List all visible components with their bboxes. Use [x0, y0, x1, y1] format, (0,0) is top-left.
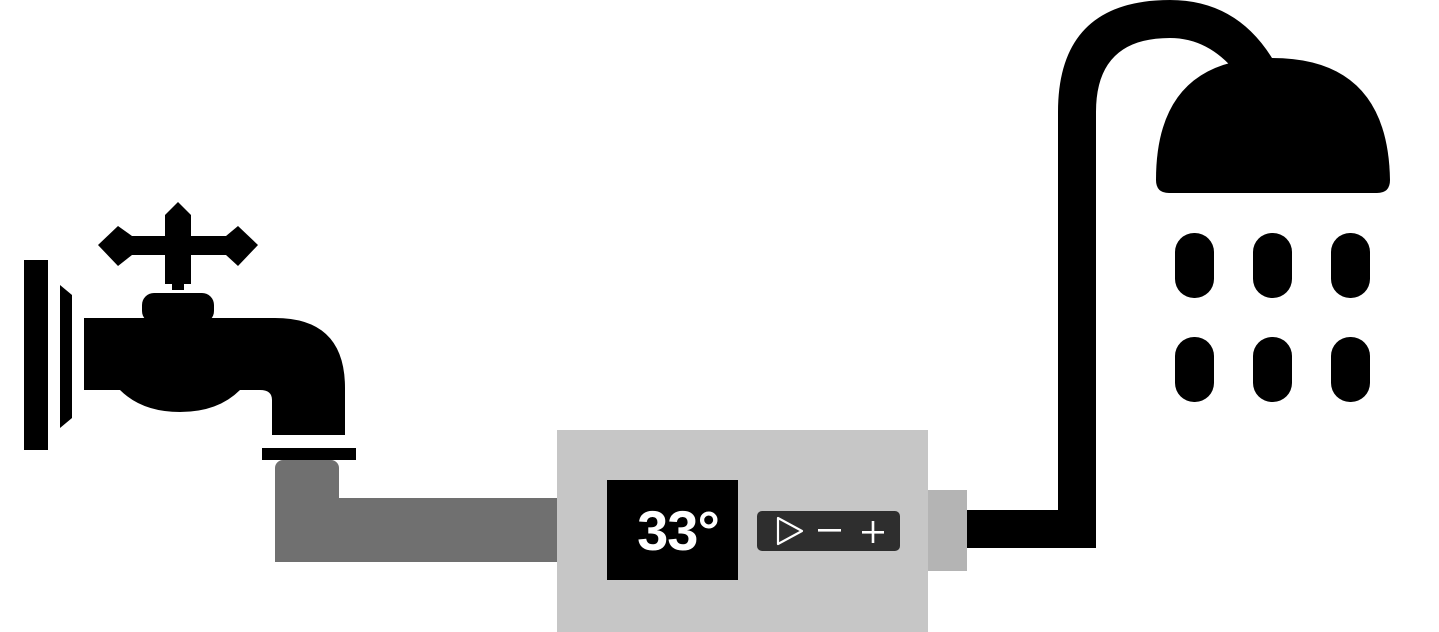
- water-drop: [1175, 337, 1214, 402]
- play-button[interactable]: [776, 516, 804, 546]
- water-drop: [1253, 337, 1292, 402]
- shower-arm: [1058, 0, 1272, 548]
- minus-icon: [818, 529, 841, 532]
- faucet-wall-plate: [24, 260, 48, 450]
- faucet-nozzle-ring: [262, 448, 356, 460]
- play-icon: [776, 516, 804, 546]
- faucet-body: [84, 318, 345, 435]
- faucet-flange: [60, 285, 72, 428]
- water-drop: [1175, 233, 1214, 298]
- water-drop: [1331, 337, 1370, 402]
- inlet-hose: [275, 460, 565, 562]
- faucet-valve: [142, 293, 214, 323]
- water-drop: [1331, 233, 1370, 298]
- temperature-display: [607, 480, 738, 580]
- shower-head-icon: [962, 0, 1390, 548]
- increase-button[interactable]: [862, 521, 884, 543]
- heater-device: 33°: [557, 430, 967, 632]
- water-drop: [1253, 233, 1292, 298]
- temperature-readout: 33°: [637, 499, 719, 562]
- faucet-handle: [98, 202, 258, 290]
- decrease-button[interactable]: [818, 529, 841, 532]
- shower-head: [1156, 58, 1390, 193]
- device-connector: [928, 490, 967, 571]
- faucet-icon: [24, 202, 356, 460]
- plus-icon-vertical: [871, 521, 875, 543]
